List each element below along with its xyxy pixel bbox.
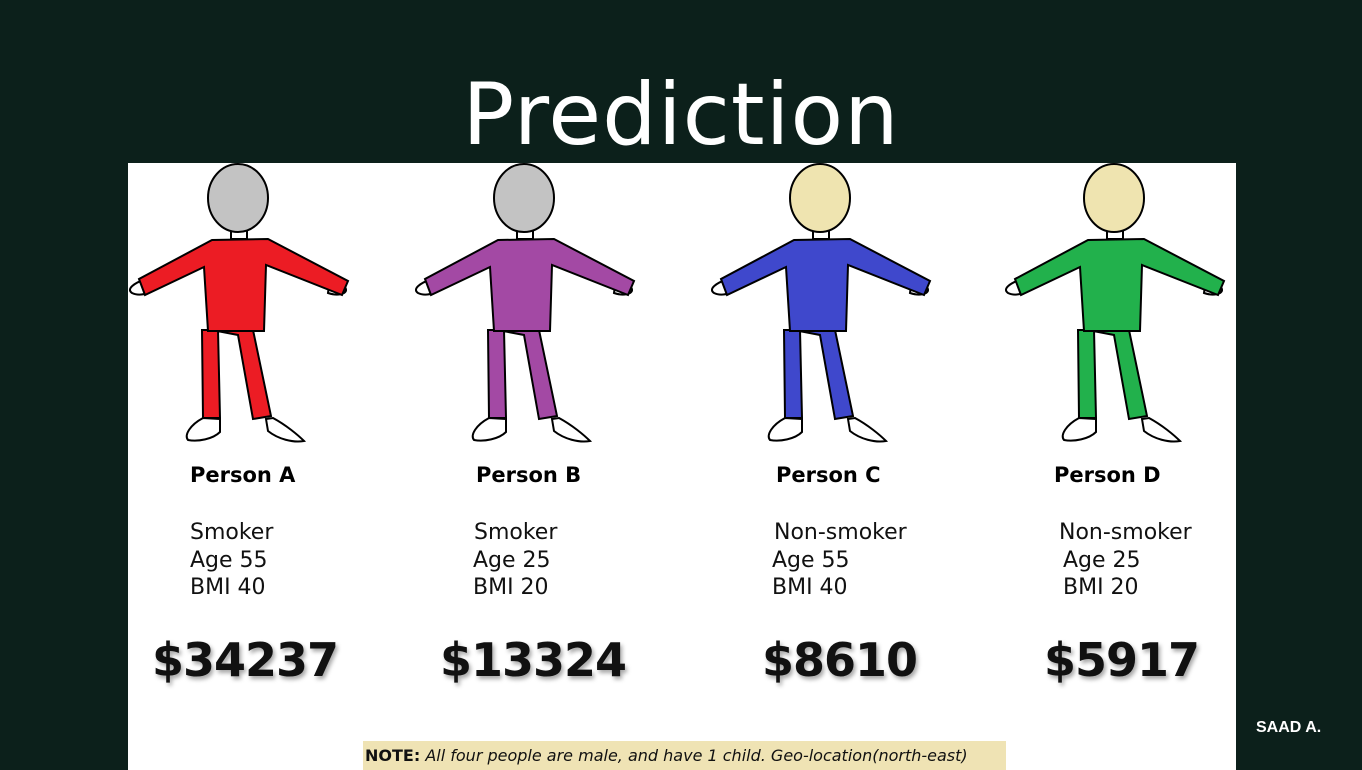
person-b-bmi: BMI 20 <box>473 575 549 600</box>
person-a-age: Age 55 <box>190 548 268 573</box>
person-a-figure <box>128 163 350 443</box>
person-c-shirt <box>719 237 932 332</box>
person-b-price: $13324 <box>440 633 627 687</box>
person-d-shirt <box>1013 237 1226 332</box>
person-a-right-shoe <box>264 416 307 443</box>
person-c-pants <box>782 329 855 421</box>
person-a-price: $34237 <box>152 633 339 687</box>
person-a-head <box>207 163 269 233</box>
person-d-right-shoe <box>1140 416 1183 443</box>
person-c-bmi: BMI 40 <box>772 575 848 600</box>
person-a-shirt <box>137 237 350 332</box>
person-b-name: Person B <box>476 463 582 487</box>
person-b-smoker-status: Smoker <box>474 520 558 545</box>
person-d-price: $5917 <box>1044 633 1200 687</box>
person-a-left-shoe <box>185 416 221 442</box>
person-d-pants <box>1076 329 1149 421</box>
person-c-right-shoe <box>846 416 889 443</box>
person-d-age: Age 25 <box>1063 548 1141 573</box>
person-a-bmi: BMI 40 <box>190 575 266 600</box>
slide-title: Prediction <box>462 65 900 165</box>
note-text: All four people are male, and have 1 chi… <box>425 746 968 765</box>
person-c-head <box>789 163 851 233</box>
note-label: NOTE: <box>365 746 421 765</box>
person-b-left-shoe <box>471 416 507 442</box>
person-d-left-shoe <box>1061 416 1097 442</box>
person-b-pants <box>486 329 559 421</box>
person-b-figure <box>414 163 636 443</box>
person-b-age: Age 25 <box>473 548 551 573</box>
person-c-age: Age 55 <box>772 548 850 573</box>
prediction-panel: Person A Smoker Age 55 BMI 40 $34237 Per… <box>128 163 1236 770</box>
person-c-left-shoe <box>767 416 803 442</box>
person-card-c: Person C Non-smoker Age 55 BMI 40 $8610 <box>710 163 950 723</box>
person-c-smoker-status: Non-smoker <box>774 520 907 545</box>
person-card-b: Person B Smoker Age 25 BMI 20 $13324 <box>414 163 654 723</box>
person-d-figure <box>1004 163 1226 443</box>
person-b-shirt <box>423 237 636 332</box>
person-d-smoker-status: Non-smoker <box>1059 520 1192 545</box>
person-c-figure <box>710 163 932 443</box>
person-b-head <box>493 163 555 233</box>
author-credit: SAAD A. <box>1256 719 1322 736</box>
person-c-price: $8610 <box>762 633 918 687</box>
person-a-pants <box>200 329 273 421</box>
person-b-right-shoe <box>550 416 593 443</box>
person-d-bmi: BMI 20 <box>1063 575 1139 600</box>
person-d-head <box>1083 163 1145 233</box>
person-a-smoker-status: Smoker <box>190 520 274 545</box>
person-d-name: Person D <box>1054 463 1161 487</box>
person-card-a: Person A Smoker Age 55 BMI 40 $34237 <box>128 163 368 723</box>
note-banner: NOTE: All four people are male, and have… <box>363 741 1006 770</box>
person-a-name: Person A <box>190 463 296 487</box>
person-c-name: Person C <box>776 463 881 487</box>
person-card-d: Person D Non-smoker Age 25 BMI 20 $5917 <box>1004 163 1236 723</box>
